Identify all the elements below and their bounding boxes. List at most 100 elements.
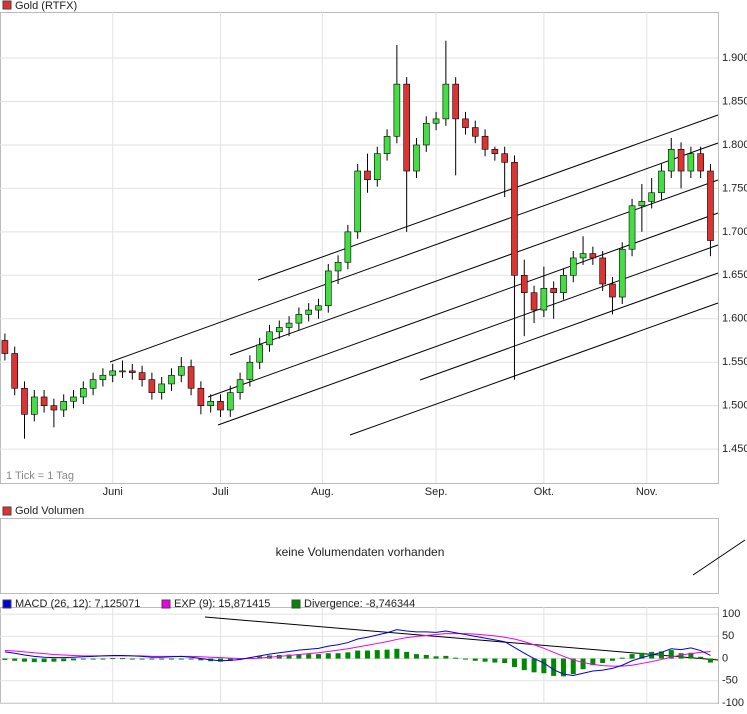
divergence-bar [492, 658, 498, 663]
candle-body [540, 288, 548, 311]
divergence-bar [678, 653, 684, 659]
divergence-bar [159, 658, 165, 660]
volume-line [692, 539, 746, 576]
divergence-bar [629, 654, 635, 659]
divergence-bar [413, 654, 419, 659]
candle-body [295, 314, 303, 324]
candle-body [579, 253, 587, 259]
candle-body [471, 127, 479, 137]
divergence-bar [12, 658, 18, 661]
candle-body [628, 205, 636, 250]
candle-body [207, 401, 214, 406]
volume-panel [0, 518, 719, 594]
candle-body [305, 309, 312, 315]
candle-body [40, 396, 48, 406]
candle-body [452, 83, 459, 120]
divergence-bar [521, 658, 527, 671]
volume-icon [2, 506, 12, 516]
tick-note: 1 Tick = 1 Tag [6, 470, 74, 482]
y-tick-label: 100 [722, 608, 740, 620]
legend-swatch [161, 599, 171, 609]
divergence-bar [707, 658, 713, 663]
y-tick-label: -100 [722, 697, 744, 709]
candle-body [638, 201, 646, 207]
divergence-bar [472, 658, 478, 661]
candle-body [128, 370, 136, 373]
trend-line [419, 272, 719, 381]
candle-body [707, 170, 714, 241]
trend-line [204, 616, 719, 661]
candle-body [50, 405, 58, 411]
candle-body [648, 192, 655, 202]
candle-body [99, 374, 107, 380]
candle-body [354, 170, 361, 233]
candle-body [589, 253, 597, 259]
candle-body [432, 118, 440, 124]
divergence-bar [560, 658, 566, 677]
candle-body [530, 292, 538, 311]
candle-body [364, 170, 371, 181]
divergence-bar [296, 654, 302, 659]
price-panel [0, 12, 719, 484]
candle-body [373, 153, 381, 181]
candle-body [30, 396, 38, 415]
legend-swatch [291, 599, 301, 609]
candle-body [658, 170, 665, 194]
divergence-bar [453, 657, 459, 659]
candle-body [599, 257, 606, 285]
divergence-bar [188, 658, 194, 660]
divergence-bar [286, 654, 292, 659]
divergence-bar [688, 652, 694, 659]
divergence-bar [306, 654, 312, 659]
legend-label: MACD (26, 12): 7,125071 [15, 598, 140, 610]
divergence-bar [551, 658, 557, 676]
divergence-bar [41, 658, 47, 663]
y-tick-label: 1.700 [722, 226, 747, 238]
candle-body [609, 283, 616, 298]
trend-lines [109, 114, 719, 661]
candle-body [109, 370, 116, 376]
candle-body [79, 387, 87, 398]
candle-body [413, 144, 420, 172]
divergence-bar [51, 658, 57, 662]
candle-body [393, 83, 401, 137]
y-tick-label: 1.900 [722, 52, 747, 64]
divergence-bar [590, 658, 596, 666]
y-tick-label: -50 [722, 675, 738, 687]
y-tick-label: 1.650 [722, 269, 747, 281]
trend-line [257, 114, 719, 281]
divergence-bar [658, 651, 664, 659]
divergence-bar [257, 656, 263, 659]
candle-body [569, 257, 577, 276]
divergence-bar [580, 658, 586, 670]
candle-body [197, 387, 205, 406]
y-tick-label: 1.800 [722, 139, 747, 151]
divergence-bar [355, 650, 361, 659]
chart-title: Gold (RTFX) [15, 0, 77, 12]
x-tick-label: Juli [212, 486, 229, 498]
candle-body [334, 261, 342, 272]
divergence-bar [178, 658, 184, 660]
candle-body [266, 331, 273, 346]
divergence-bar [609, 658, 615, 661]
divergence-bar [80, 658, 86, 660]
volume-title: Gold Volumen [15, 505, 84, 517]
candle-body [383, 135, 391, 154]
divergence-bar [433, 656, 439, 659]
divergence-bar [384, 649, 390, 659]
grid-layer [0, 12, 718, 704]
divergence-bar [462, 658, 468, 660]
candle-body [11, 353, 18, 389]
divergence-bar [129, 658, 135, 660]
x-tick-label: Sep. [425, 486, 448, 498]
candle-body [550, 288, 557, 293]
divergence-bar [423, 655, 429, 659]
x-tick-label: Aug. [311, 486, 334, 498]
candle-body [187, 366, 195, 389]
divergence-bar [639, 652, 645, 659]
candle-body [60, 401, 67, 411]
candle-body [1, 340, 9, 354]
divergence-bar [374, 650, 380, 659]
candle-body [246, 361, 254, 380]
divergence-bar [619, 657, 625, 659]
